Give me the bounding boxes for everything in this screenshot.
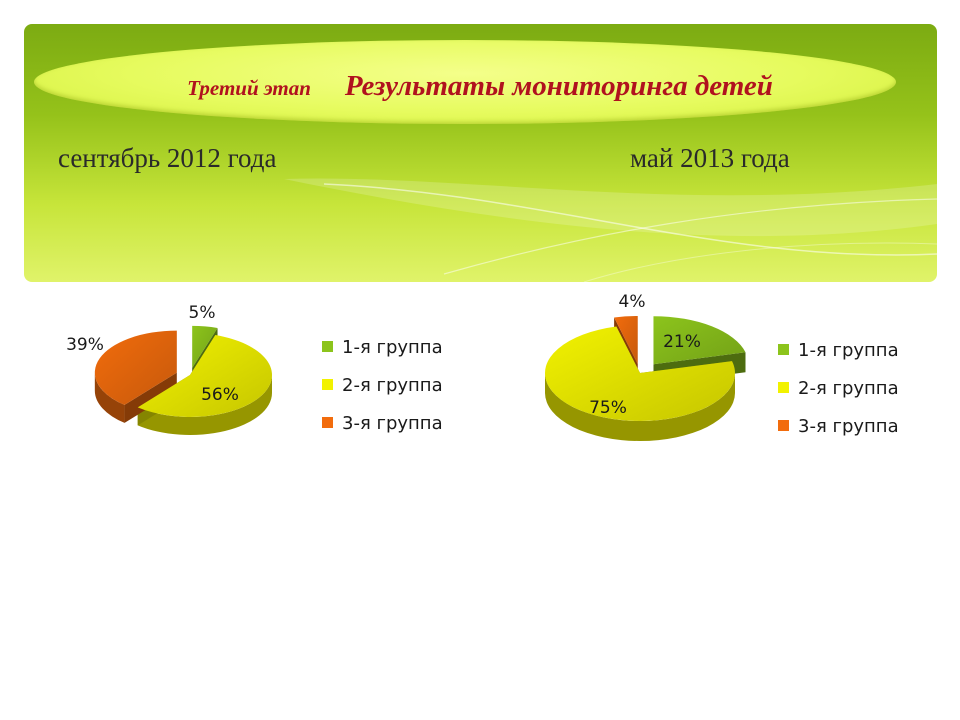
page-title: Третий этап Результаты мониторинга детей (0, 70, 960, 103)
legend-label: 3-я группа (798, 416, 899, 437)
legend-label: 1-я группа (342, 337, 443, 358)
pie-slice-side (94, 372, 125, 423)
legend-swatch (778, 420, 789, 431)
pie-slice-side (545, 373, 735, 441)
data-label: 21% (663, 332, 701, 352)
stage-label: Третий этап (187, 76, 311, 100)
title-text: Результаты мониторинга детей (344, 70, 773, 102)
data-label: 56% (201, 385, 239, 405)
data-label: 39% (66, 335, 104, 355)
legend-swatch (322, 379, 333, 390)
legend-swatch (778, 344, 789, 355)
pie-chart-svg: 5% 56% 39% 1-я группа 2-я группа 3-я группа (66, 303, 443, 435)
pie-chart-may-2013: 21% 75% 4% 1-я группа 2-я группа 3-я группа (500, 285, 930, 460)
data-label: 5% (189, 303, 216, 323)
pie-slice-1 (192, 325, 218, 368)
pie-chart-september-2012: 5% 56% 39% 1-я группа 2-я группа 3-я группа (40, 290, 460, 460)
pie-tops (94, 325, 272, 417)
pie-tops (545, 315, 746, 421)
pie-slice-3 (614, 315, 638, 364)
pie-slice-side (137, 375, 272, 435)
legend-swatch (322, 341, 333, 352)
title-pill (34, 40, 896, 124)
header-banner (24, 24, 937, 282)
legend-label: 2-я группа (342, 375, 443, 396)
legend-label: 3-я группа (342, 413, 443, 434)
legend-swatch (778, 382, 789, 393)
period-left-label: сентябрь 2012 года (58, 143, 277, 173)
pie-slice-2 (137, 335, 272, 417)
legend-label: 2-я группа (798, 378, 899, 399)
pie-slice-3 (94, 330, 177, 405)
pie-slice-1 (653, 316, 746, 365)
period-right-label: май 2013 года (630, 143, 790, 173)
data-label: 75% (589, 398, 627, 418)
pie-chart-svg: 21% 75% 4% 1-я группа 2-я группа 3-я группа (545, 292, 899, 441)
data-label: 4% (619, 292, 646, 312)
pie-slice-2 (545, 326, 735, 421)
legend-swatch (322, 417, 333, 428)
pie-slice-edge (124, 372, 177, 423)
legend-label: 1-я группа (798, 340, 899, 361)
decorative-swoosh (284, 178, 937, 282)
